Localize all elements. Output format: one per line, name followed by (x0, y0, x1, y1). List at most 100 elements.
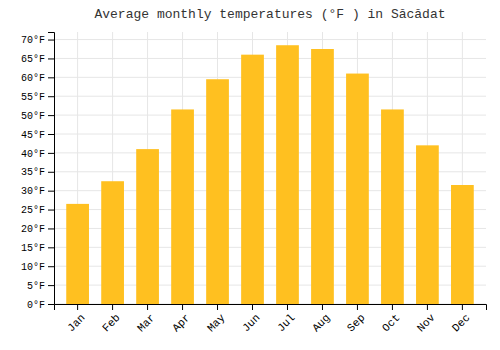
bar (241, 55, 264, 304)
tick-label: 65°F (21, 54, 45, 65)
tick-label: 30°F (21, 186, 45, 197)
tick-mark (392, 304, 393, 310)
tick-mark (48, 153, 54, 154)
bar (276, 45, 299, 304)
tick-label: 60°F (21, 73, 45, 84)
tick-mark (48, 191, 54, 192)
bar (101, 181, 124, 304)
tick-label: Jul (275, 312, 297, 334)
tick-mark (252, 304, 253, 310)
tick-label: Apr (170, 312, 192, 334)
tick-label: Jun (240, 312, 262, 334)
tick: Aug (310, 304, 332, 334)
tick-label: Sep (345, 312, 367, 334)
y-axis: 0°F 5°F 10°F 15°F 20°F 25°F 30°F 35°F 40°F 45°F 50… (21, 33, 55, 311)
tick-label: 5°F (27, 281, 45, 292)
tick: 55°F (21, 92, 54, 103)
bar (416, 145, 439, 304)
tick-label: Jan (65, 312, 87, 334)
tick: 65°F (21, 54, 54, 65)
bar (346, 74, 369, 304)
tick-mark (48, 247, 54, 248)
tick-label: 50°F (21, 111, 45, 122)
tick-mark (322, 304, 323, 310)
bar (311, 49, 334, 304)
tick-mark (427, 304, 428, 310)
title: Average monthly temperatures (°F ) in Să… (94, 7, 445, 22)
tick-mark (48, 58, 54, 59)
bar (381, 109, 404, 304)
tick-label: 40°F (21, 149, 45, 160)
tick-label: Dec (450, 312, 472, 334)
tick: Sep (345, 304, 367, 334)
tick: 5°F (27, 281, 54, 292)
bars (66, 45, 474, 304)
tick-label: Oct (380, 312, 402, 334)
tick-mark (48, 210, 54, 211)
grid-line (54, 115, 486, 116)
tick-label: 10°F (21, 262, 45, 273)
tick: 70°F (21, 35, 54, 46)
grid (54, 32, 486, 304)
tick: 25°F (21, 205, 54, 216)
tick-label: 25°F (21, 205, 45, 216)
tick-mark (48, 40, 54, 41)
tick: Jun (240, 304, 262, 334)
tick-label: 55°F (21, 92, 45, 103)
tick-mark (217, 304, 218, 310)
tick-mark (462, 304, 463, 310)
tick: 15°F (21, 243, 54, 254)
axis-line (48, 33, 55, 305)
tick: Feb (100, 304, 122, 334)
tick: Jul (275, 304, 297, 334)
tick: Oct (380, 304, 402, 334)
grid-line (54, 134, 486, 135)
tick: 20°F (21, 224, 54, 235)
tick: Jan (65, 304, 87, 334)
tick: Dec (450, 304, 472, 334)
tick-mark (287, 304, 288, 310)
tick-label: Aug (310, 312, 332, 334)
x-axis: Jan Feb Mar Apr May Jun Jul Aug Sep Oct Nov Dec (55, 304, 487, 334)
tick-mark (48, 172, 54, 173)
tick: 40°F (21, 149, 54, 160)
tick-mark (48, 285, 54, 286)
tick-mark (48, 115, 54, 116)
tick: Mar (135, 304, 157, 334)
tick: 35°F (21, 167, 54, 178)
tick-label: 20°F (21, 224, 45, 235)
tick-label: 0°F (27, 300, 45, 311)
tick-mark (48, 96, 54, 97)
tick-label: 35°F (21, 167, 45, 178)
tick-mark (182, 304, 183, 310)
tick: 60°F (21, 73, 54, 84)
tick-mark (77, 304, 78, 310)
tick-label: Nov (415, 312, 438, 335)
tick: Nov (415, 304, 438, 334)
bar (171, 109, 194, 304)
tick: 10°F (21, 262, 54, 273)
tick: 30°F (21, 186, 54, 197)
tick-mark (48, 134, 54, 135)
grid-line (54, 58, 486, 59)
plot: Jan Feb Mar Apr May Jun Jul Aug Sep Oct Nov Dec 0°F 5… (21, 32, 487, 334)
tick-mark (147, 304, 148, 310)
tick-mark (357, 304, 358, 310)
tick-mark (48, 266, 54, 267)
tick-label: 45°F (21, 130, 45, 141)
axis-line (55, 305, 487, 311)
bar (451, 185, 474, 304)
tick: May (205, 304, 228, 334)
tick-label: 70°F (21, 35, 45, 46)
grid-line (54, 39, 486, 40)
tick-mark (112, 304, 113, 310)
grid-line (54, 77, 486, 78)
tick-mark (48, 77, 54, 78)
tick-mark (48, 304, 54, 305)
tick-label: Mar (135, 312, 157, 334)
tick-label: May (205, 312, 228, 335)
tick: 0°F (27, 300, 54, 311)
tick-label: Feb (100, 312, 122, 334)
tick-mark (48, 228, 54, 229)
bar (136, 149, 159, 304)
